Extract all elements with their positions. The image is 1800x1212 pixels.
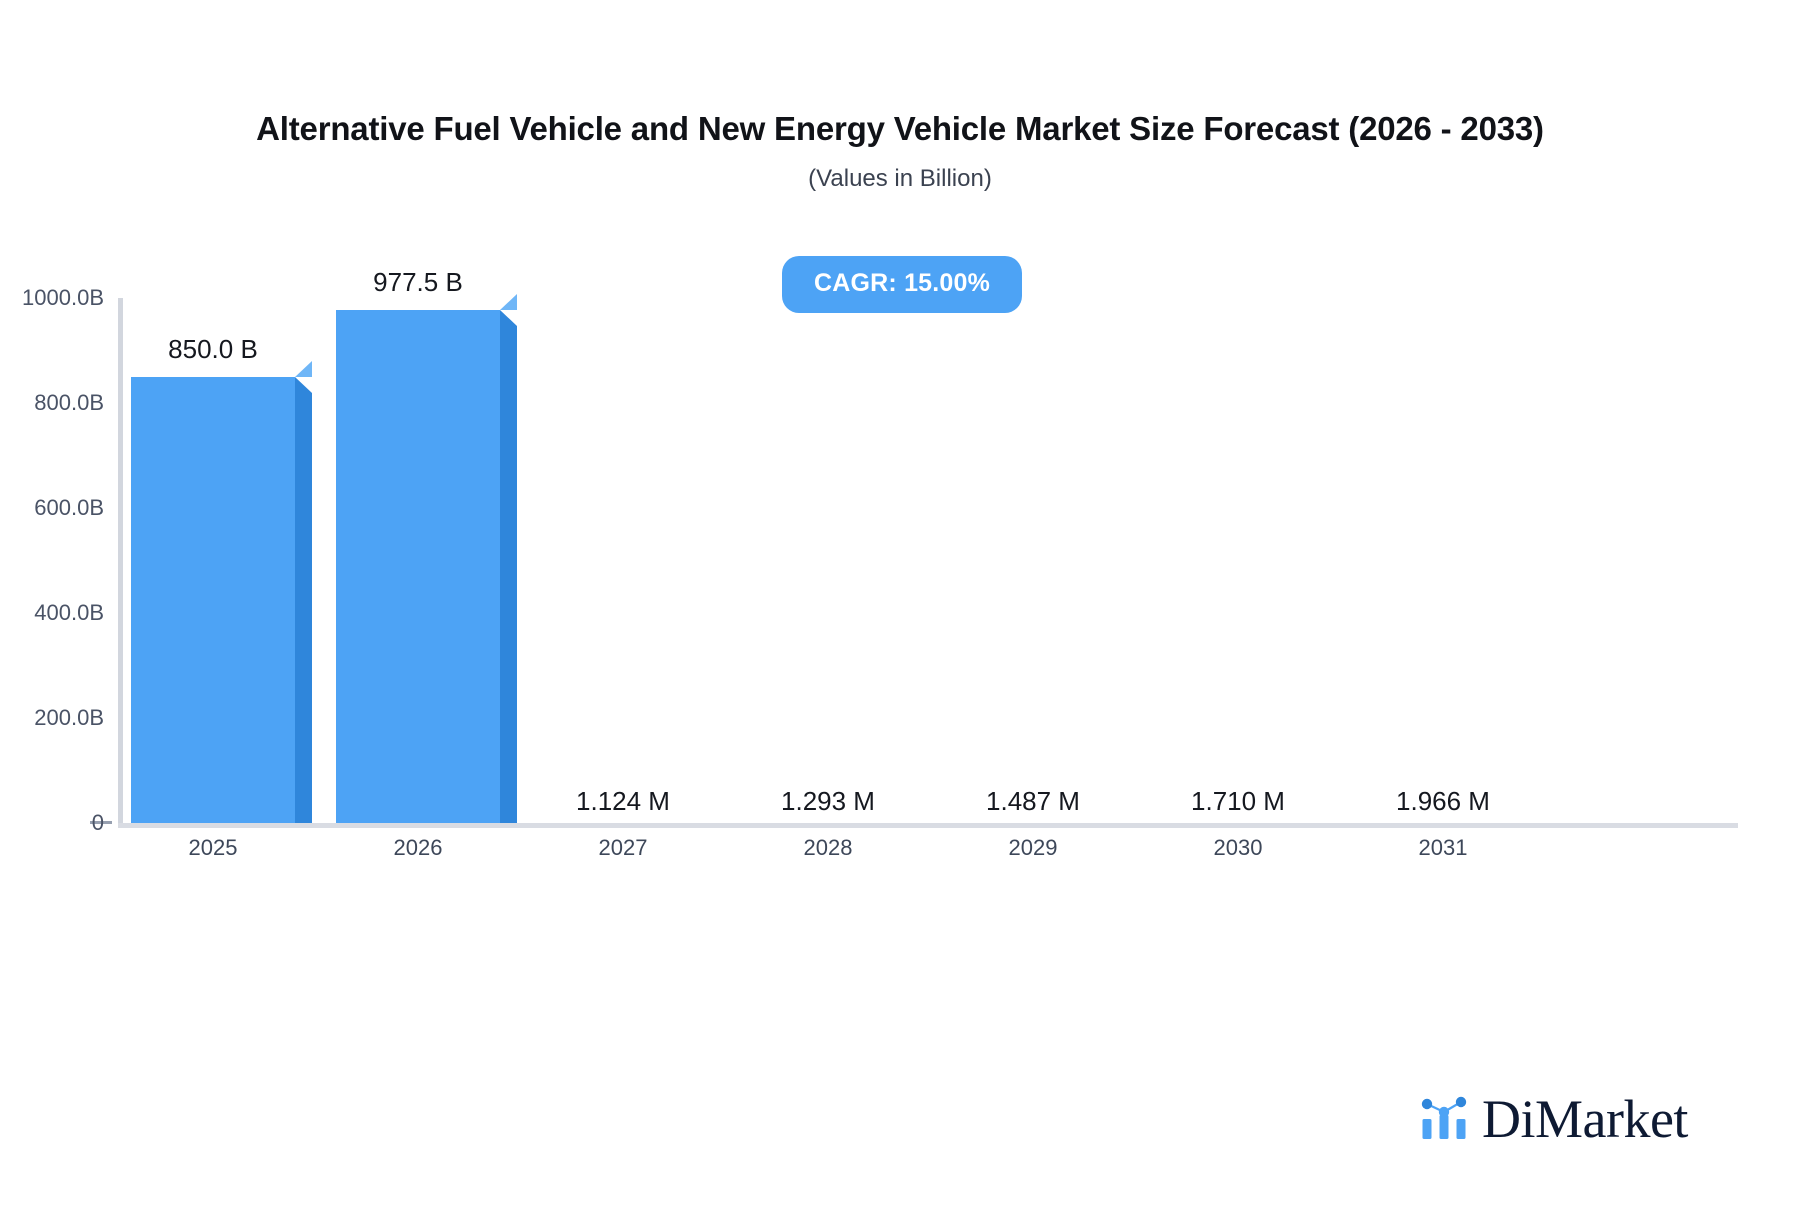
bar-line-chart-icon	[1421, 1096, 1467, 1139]
x-tick-2028: 2028	[803, 835, 853, 860]
bar-2028-value-label: 1.293 M	[781, 786, 875, 816]
y-tick-1000: 1000.0B	[22, 285, 104, 310]
chart-subtitle: (Values in Billion)	[808, 164, 992, 192]
bar-2026-body: 977.5 B	[336, 267, 517, 823]
bar-2027[interactable]: 1.124 M	[541, 298, 705, 823]
title-block: Alternative Fuel Vehicle and New Energy …	[150, 105, 1650, 193]
x-tick-2025: 2025	[188, 835, 238, 860]
y-axis-zero-tick	[90, 821, 112, 824]
x-tick-2026: 2026	[393, 835, 443, 860]
page-title: Alternative Fuel Vehicle and New Energy …	[256, 110, 1544, 147]
bar-2030-value-label: 1.710 M	[1191, 786, 1285, 816]
y-tick-800: 800.0B	[34, 390, 104, 415]
bar-2029[interactable]: 1.487 M	[951, 298, 1115, 823]
y-tick-200: 200.0B	[34, 705, 104, 730]
bar-2025-side	[295, 377, 312, 823]
bar-2026-top	[500, 294, 517, 310]
y-tick-0: 0	[91, 810, 104, 835]
bar-2026[interactable]: 977.5 B	[336, 267, 517, 823]
x-axis-line	[118, 823, 1738, 828]
bar-2025-value-label: 850.0 B	[168, 334, 258, 364]
y-axis-line	[118, 298, 123, 823]
bar-2031-value-label: 1.966 M	[1396, 786, 1490, 816]
x-tick-2030: 2030	[1213, 835, 1263, 860]
bar-2027-value-label: 1.124 M	[576, 786, 670, 816]
bar-2031[interactable]: 1.966 M	[1361, 298, 1525, 823]
bar-2026-face	[336, 310, 500, 823]
bars-layer: 850.0 B 977.5 B 1.124 M 1.293 M 1.487 M	[118, 267, 1738, 823]
bar-2029-value-label: 1.487 M	[986, 786, 1080, 816]
y-tick-600: 600.0B	[34, 495, 104, 520]
y-tick-400: 400.0B	[34, 600, 104, 625]
bar-2025-face	[131, 377, 295, 823]
plot-area: 1000.0B 800.0B 600.0B 400.0B 200.0B 0 85…	[22, 267, 1738, 835]
bar-2026-side	[500, 310, 517, 823]
bar-2025[interactable]: 850.0 B	[131, 298, 312, 823]
x-tick-2031: 2031	[1418, 835, 1468, 860]
bar-2030[interactable]: 1.710 M	[1156, 298, 1320, 823]
cagr-badge: CAGR: 15.00%	[782, 256, 1023, 313]
bar-2025-top	[295, 361, 312, 377]
bar-2025-body: 850.0 B	[131, 334, 312, 823]
dimarket-logo: DiMarket	[1418, 1092, 1688, 1146]
brand-name: DiMarket	[1482, 1089, 1688, 1149]
y-axis-tick-labels: 1000.0B 800.0B 600.0B 400.0B 200.0B 0	[0, 285, 104, 835]
x-tick-2029: 2029	[1008, 835, 1058, 860]
x-tick-2027: 2027	[598, 835, 648, 860]
bar-2026-value-label: 977.5 B	[373, 267, 463, 297]
x-axis-tick-labels: 2025 2026 2027 2028 2029 2030 2031	[118, 835, 1738, 875]
bar-2028[interactable]: 1.293 M	[746, 298, 910, 823]
